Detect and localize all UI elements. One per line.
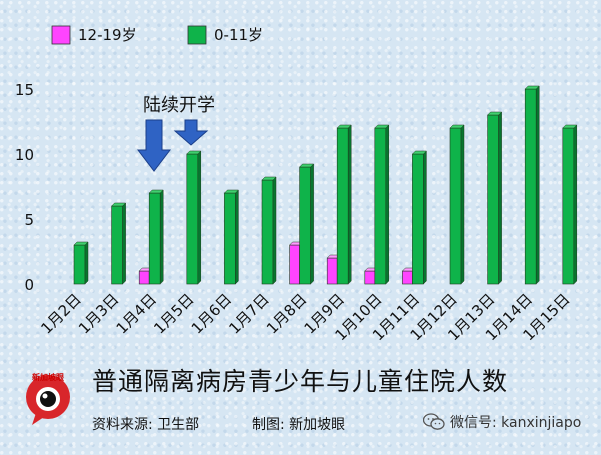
bars bbox=[73, 85, 578, 285]
bar-0-11 bbox=[110, 202, 127, 285]
bar-0-11 bbox=[449, 124, 465, 285]
legend-label-0: 12-19岁 bbox=[78, 26, 137, 44]
bar-0-11 bbox=[486, 111, 503, 285]
brand-logo: 新加坡眼 bbox=[22, 367, 74, 429]
chart-legend: 12-19岁 0-11岁 bbox=[51, 25, 263, 45]
x-tick-label: 1月3日 bbox=[75, 290, 122, 337]
y-tick-label: 0 bbox=[24, 276, 34, 294]
annotation-group: 陆续开学 bbox=[136, 95, 215, 172]
legend-swatch-0 bbox=[51, 25, 71, 45]
y-tick-label: 15 bbox=[15, 81, 34, 99]
x-tick-label: 1月6日 bbox=[188, 290, 235, 337]
down-arrow-icon bbox=[136, 119, 172, 172]
bar-0-11 bbox=[298, 163, 315, 285]
y-tick-label: 5 bbox=[24, 211, 34, 229]
bar-0-11 bbox=[524, 85, 540, 285]
legend-swatch-1 bbox=[187, 25, 207, 45]
bar-0-11 bbox=[261, 176, 277, 285]
y-tick-label: 10 bbox=[15, 146, 34, 164]
y-axis: 0 5 10 15 bbox=[15, 81, 34, 294]
bar-0-11 bbox=[223, 189, 240, 285]
caption-title: 普通隔离病房青少年与儿童住院人数 bbox=[92, 367, 509, 396]
x-tick-label: 1月2日 bbox=[37, 290, 84, 337]
bar-0-11 bbox=[148, 189, 164, 285]
x-tick-label: 1月4日 bbox=[113, 290, 160, 337]
x-tick-label: 1月7日 bbox=[225, 290, 272, 337]
logo-text: 新加坡眼 bbox=[32, 373, 64, 382]
wechat-id: 微信号: kanxinjiapo bbox=[423, 412, 581, 432]
down-arrow-icon bbox=[173, 119, 209, 146]
x-tick-label: 1月8日 bbox=[263, 290, 310, 337]
caption-maker: 制图: 新加坡眼 bbox=[252, 417, 346, 433]
wechat-text: 微信号: kanxinjiapo bbox=[450, 415, 582, 431]
legend-label-1: 0-11岁 bbox=[214, 26, 263, 44]
bar-0-11 bbox=[336, 124, 352, 285]
annotation-text: 陆续开学 bbox=[143, 95, 215, 116]
x-axis: 1月2日1月3日1月4日1月5日1月6日1月7日1月8日1月9日1月10日1月1… bbox=[37, 290, 573, 344]
bar-0-11 bbox=[374, 124, 390, 285]
bar-0-11 bbox=[411, 150, 428, 285]
caption-source: 资料来源: 卫生部 bbox=[92, 417, 200, 433]
wechat-icon bbox=[423, 413, 445, 430]
bar-0-11 bbox=[562, 124, 578, 285]
bar-0-11 bbox=[186, 150, 202, 285]
x-tick-label: 1月5日 bbox=[150, 290, 197, 337]
bar-0-11 bbox=[73, 241, 89, 285]
